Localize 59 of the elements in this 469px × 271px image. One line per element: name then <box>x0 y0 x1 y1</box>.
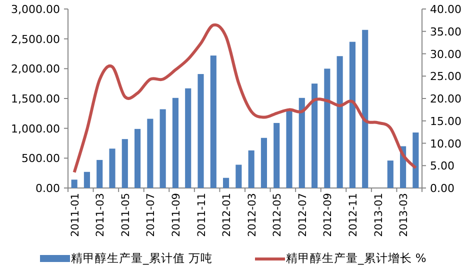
bar <box>260 138 267 188</box>
bar <box>223 178 230 188</box>
y2-tick-label: 15.00 <box>430 114 462 128</box>
x-tick-label: 2013-03 <box>398 193 410 237</box>
bar <box>236 164 242 188</box>
x-tick-label: 2011-01 <box>69 193 82 237</box>
x-tick-label: 2013-01 <box>372 193 385 237</box>
x-tick-label: 2012-11 <box>347 193 360 237</box>
bar <box>248 150 254 188</box>
bar <box>286 111 292 188</box>
y-tick-label: 3,000.00 <box>11 3 60 16</box>
y-tick-label: 0.00 <box>36 182 60 195</box>
bar <box>147 118 154 188</box>
x-tick-label: 2011-09 <box>170 193 182 237</box>
y-tick-label: 1,500.00 <box>11 92 60 106</box>
x-tick-label: 2011-03 <box>94 193 107 237</box>
bar <box>387 160 394 188</box>
bar <box>109 148 116 188</box>
bar <box>412 132 419 188</box>
y2-tick-label: 40.00 <box>430 3 462 16</box>
bar <box>298 98 305 188</box>
bar <box>71 180 78 188</box>
bar <box>336 56 343 188</box>
x-tick-label: 2011-07 <box>145 193 158 237</box>
x-tick-label: 2012-03 <box>246 193 258 237</box>
bar <box>185 88 192 188</box>
y-tick-label: 500.00 <box>22 152 60 166</box>
bar <box>362 30 368 188</box>
y2-tick-label: 10.00 <box>430 137 462 150</box>
bar <box>324 68 330 188</box>
y2-tick-label: 35.00 <box>430 25 462 38</box>
y2-tick-label: 20.00 <box>430 92 462 106</box>
bar <box>198 74 204 188</box>
x-tick-label: 2012-07 <box>296 193 309 237</box>
legend-label: 精甲醇生产量_累计增长 % <box>286 251 426 265</box>
bar <box>96 160 103 188</box>
bar <box>210 56 216 188</box>
y-tick-label: 2,500.00 <box>11 32 60 46</box>
y2-tick-label: 0.00 <box>430 182 454 195</box>
y2-tick-label: 30.00 <box>430 48 462 61</box>
x-tick-label: 2012-01 <box>221 193 234 237</box>
bar <box>122 139 128 188</box>
bar <box>172 98 178 188</box>
x-tick-label: 2011-05 <box>120 193 132 237</box>
bar <box>134 128 141 188</box>
bar <box>349 42 356 188</box>
bar <box>160 109 166 188</box>
bar <box>84 172 90 188</box>
x-tick-label: 2011-11 <box>196 193 208 237</box>
bar <box>312 84 318 188</box>
y-tick-label: 2,000.00 <box>11 62 60 76</box>
x-tick-label: 2012-09 <box>322 193 334 237</box>
legend-label: 精甲醇生产量_累计值 万吨 <box>71 251 212 265</box>
line-series <box>72 24 418 174</box>
y2-tick-label: 25.00 <box>430 70 462 84</box>
bar <box>274 122 280 188</box>
y2-tick-label: 5.00 <box>430 160 454 173</box>
y-tick-label: 1,000.00 <box>11 122 60 136</box>
x-tick-label: 2012-05 <box>272 193 284 237</box>
